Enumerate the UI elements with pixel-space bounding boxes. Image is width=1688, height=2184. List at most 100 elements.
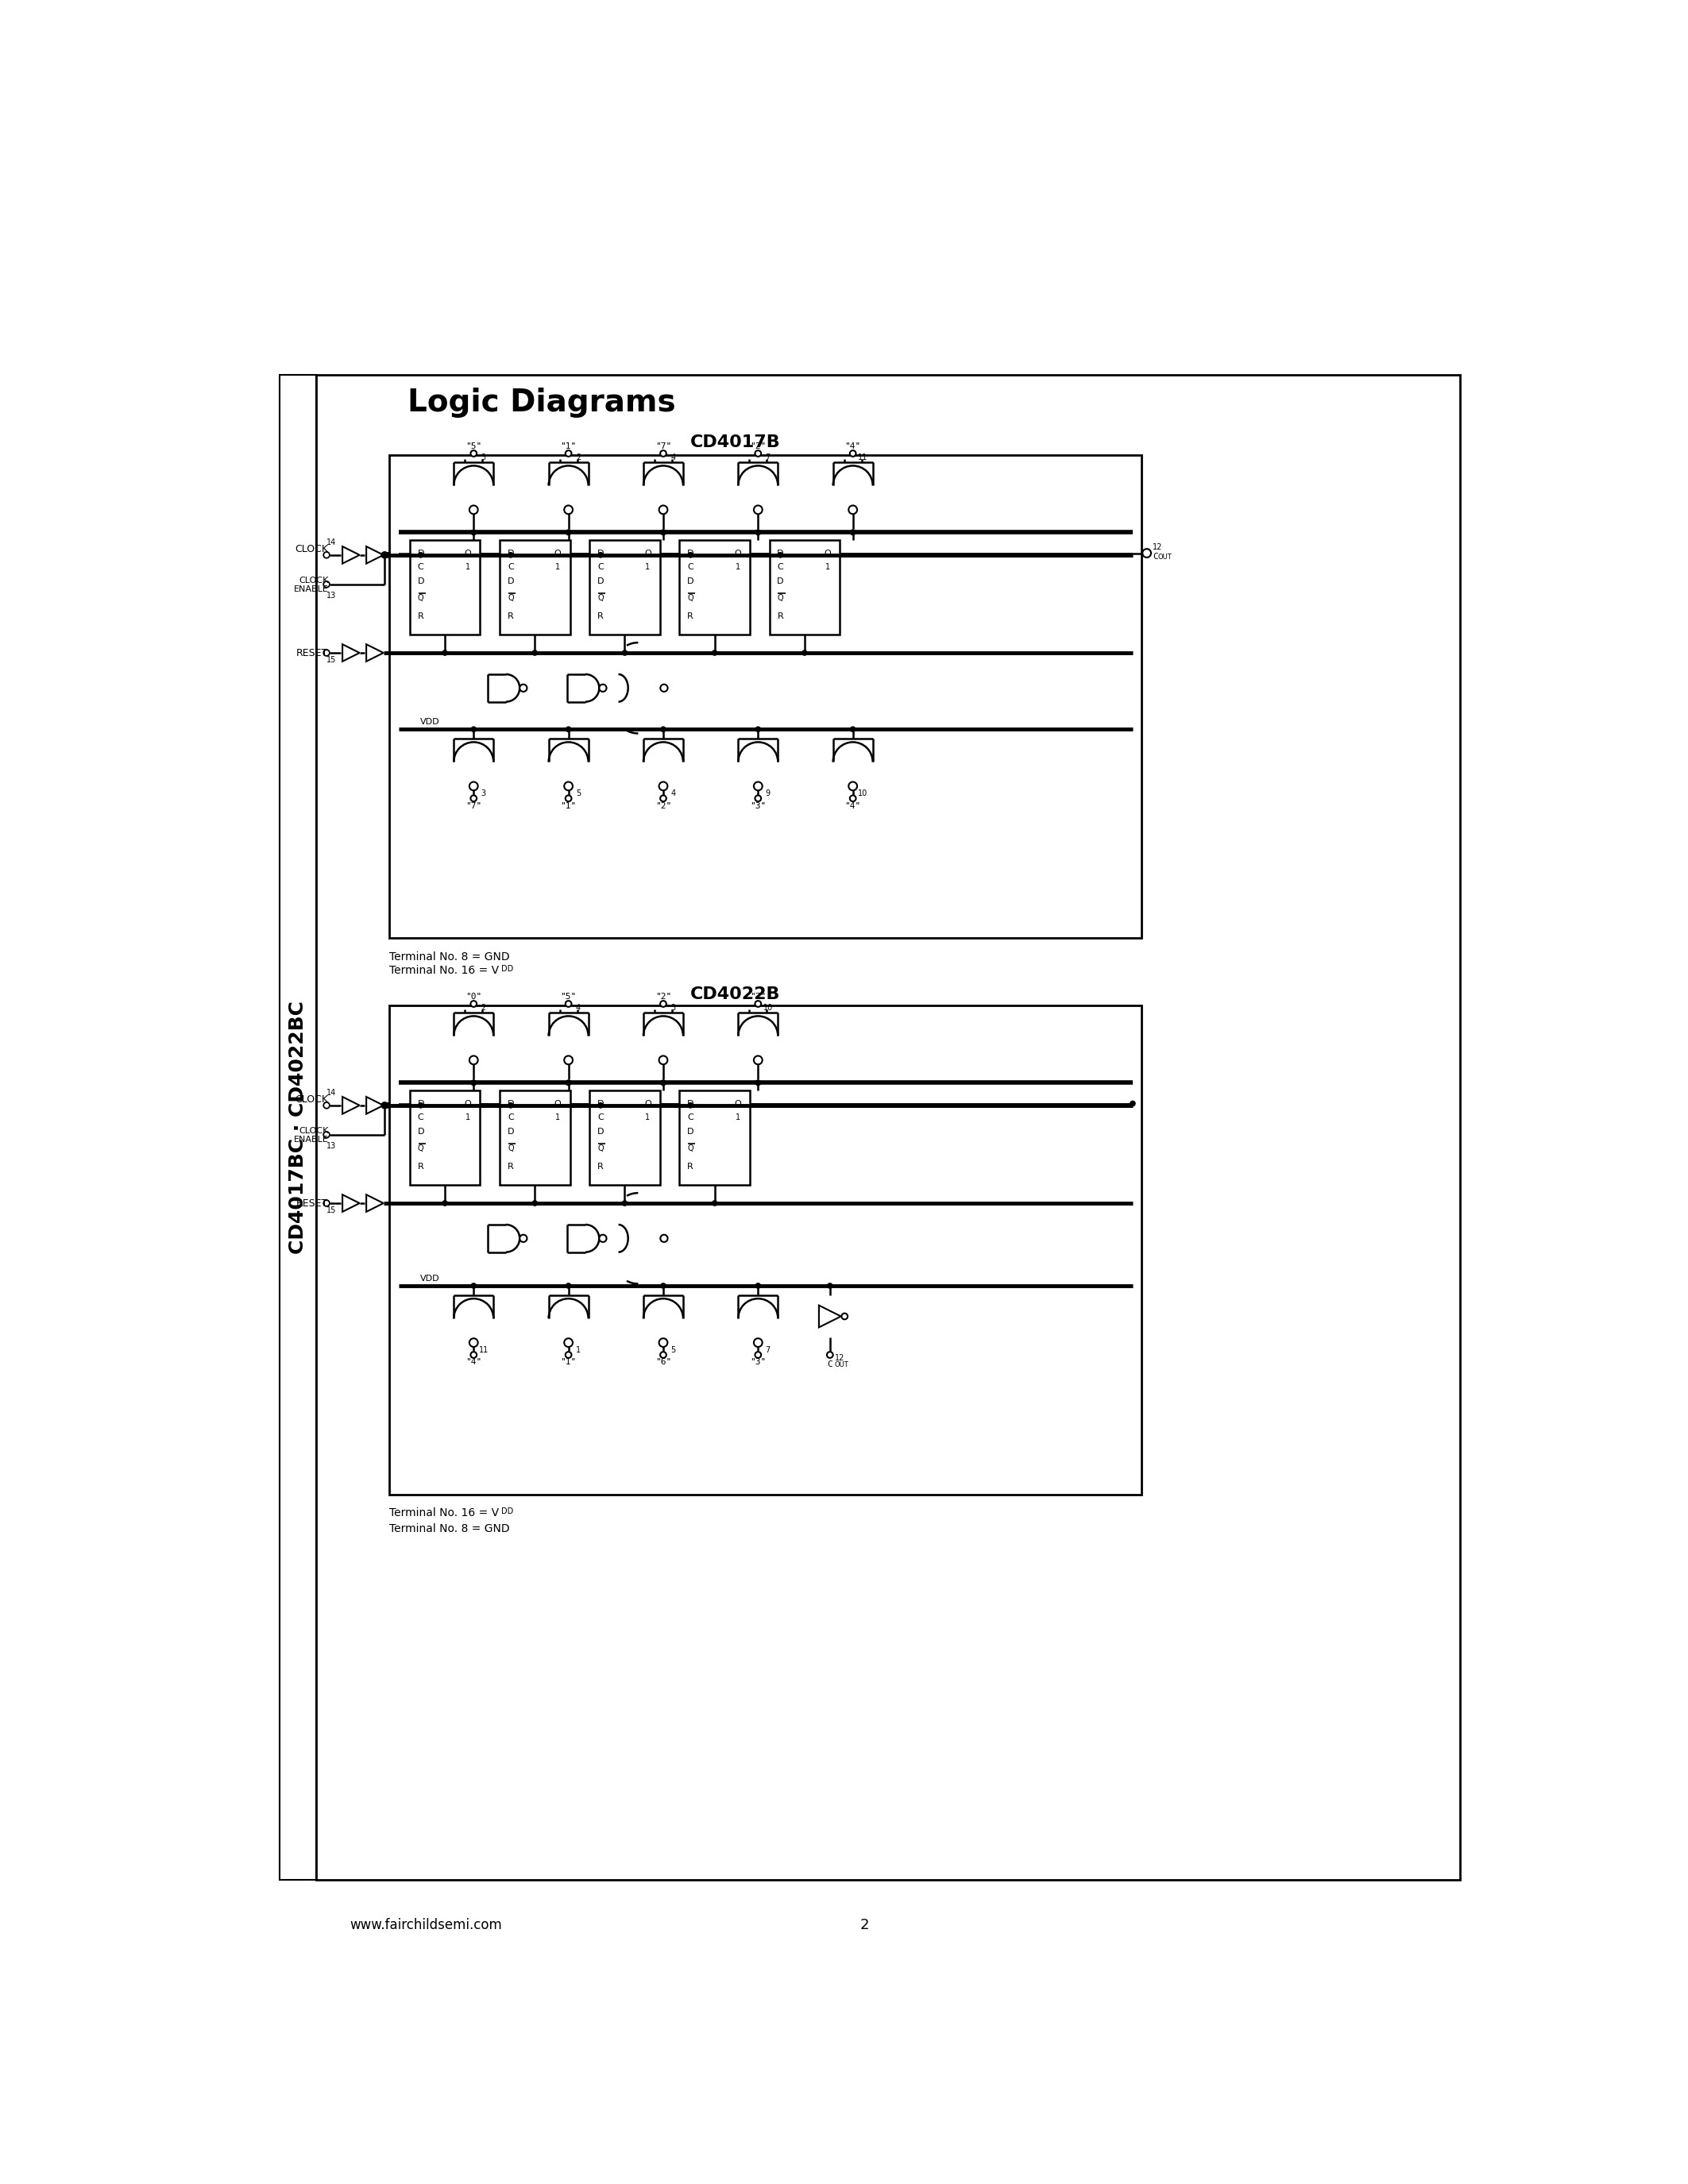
Circle shape	[381, 1103, 388, 1109]
Text: RESET: RESET	[297, 1199, 329, 1208]
Circle shape	[417, 1103, 424, 1109]
Text: DD: DD	[501, 1507, 513, 1516]
Text: "0": "0"	[466, 992, 481, 1000]
Circle shape	[849, 529, 856, 535]
Text: CLOCK: CLOCK	[299, 577, 329, 585]
Text: Q: Q	[687, 1144, 694, 1153]
Text: "4": "4"	[466, 1358, 481, 1367]
Circle shape	[565, 529, 572, 535]
Circle shape	[385, 553, 390, 559]
Text: D: D	[508, 577, 515, 585]
Text: Terminal No. 16 = V: Terminal No. 16 = V	[390, 1507, 500, 1518]
Text: 15: 15	[326, 655, 336, 664]
Text: "5": "5"	[466, 441, 481, 450]
Text: "1": "1"	[560, 441, 577, 450]
Text: D: D	[776, 548, 783, 557]
Bar	[589, 1090, 660, 1186]
Text: R: R	[598, 1162, 604, 1171]
Circle shape	[842, 1313, 847, 1319]
Text: D: D	[687, 577, 694, 585]
Text: 1: 1	[555, 1114, 560, 1123]
Text: C: C	[687, 563, 694, 572]
Circle shape	[660, 1000, 667, 1007]
Text: 3: 3	[481, 791, 486, 797]
Text: D: D	[598, 577, 604, 585]
Circle shape	[564, 1055, 572, 1064]
Circle shape	[442, 651, 447, 655]
Text: Q: Q	[508, 594, 513, 603]
Text: 11: 11	[479, 1345, 488, 1354]
Text: D: D	[508, 548, 515, 557]
Text: "2": "2"	[655, 802, 672, 810]
Text: 13: 13	[326, 592, 336, 598]
Circle shape	[712, 651, 717, 655]
Bar	[410, 539, 479, 636]
Text: Logic Diagrams: Logic Diagrams	[408, 387, 677, 417]
Circle shape	[324, 1103, 329, 1109]
Circle shape	[520, 1234, 527, 1243]
Circle shape	[598, 1103, 604, 1109]
Bar	[316, 376, 1460, 1880]
Circle shape	[532, 651, 538, 655]
Text: "7": "7"	[655, 441, 672, 450]
Circle shape	[849, 505, 858, 513]
Circle shape	[565, 795, 572, 802]
Text: 14: 14	[326, 539, 336, 546]
Text: D: D	[776, 577, 783, 585]
Text: 4: 4	[576, 1005, 581, 1011]
Circle shape	[660, 450, 667, 456]
Circle shape	[381, 1103, 388, 1109]
Text: 4: 4	[670, 791, 675, 797]
Circle shape	[658, 1339, 667, 1348]
Circle shape	[849, 795, 856, 802]
Circle shape	[469, 1055, 478, 1064]
Text: 10: 10	[858, 791, 868, 797]
Text: Q: Q	[645, 1099, 652, 1107]
Circle shape	[471, 1079, 476, 1085]
Text: "4": "4"	[844, 441, 861, 450]
Text: 10: 10	[763, 1005, 773, 1011]
Text: 7: 7	[765, 454, 770, 461]
Circle shape	[471, 1282, 476, 1289]
Text: Terminal No. 8 = GND: Terminal No. 8 = GND	[390, 952, 510, 963]
Circle shape	[660, 684, 668, 692]
Text: Q: Q	[778, 594, 783, 603]
Circle shape	[849, 727, 856, 732]
Polygon shape	[343, 1096, 360, 1114]
Text: 14: 14	[326, 1090, 336, 1096]
Text: 2: 2	[861, 1918, 869, 1933]
Circle shape	[598, 553, 604, 559]
Bar	[500, 1090, 571, 1186]
Text: "3": "3"	[749, 802, 766, 810]
Text: 1: 1	[825, 563, 830, 572]
Circle shape	[827, 1282, 832, 1289]
Circle shape	[565, 727, 572, 732]
Circle shape	[755, 505, 763, 513]
Text: CD4017B: CD4017B	[690, 435, 780, 450]
Text: D: D	[598, 1099, 604, 1107]
Text: 9: 9	[765, 791, 770, 797]
Circle shape	[660, 1079, 667, 1085]
Circle shape	[660, 1282, 667, 1289]
Circle shape	[471, 529, 476, 535]
Circle shape	[660, 529, 667, 535]
Circle shape	[508, 1103, 513, 1109]
Text: 1: 1	[555, 563, 560, 572]
Circle shape	[1143, 548, 1151, 557]
Circle shape	[755, 1079, 761, 1085]
Text: "3": "3"	[749, 1358, 766, 1367]
Circle shape	[778, 553, 783, 559]
Circle shape	[381, 553, 388, 559]
Circle shape	[564, 1339, 572, 1348]
Text: C: C	[508, 563, 513, 572]
Circle shape	[471, 727, 476, 732]
Text: Q: Q	[645, 548, 652, 557]
Text: 1: 1	[736, 1114, 739, 1123]
Circle shape	[658, 505, 667, 513]
Text: "1": "1"	[560, 1358, 577, 1367]
Bar	[770, 539, 839, 636]
Circle shape	[381, 553, 388, 559]
Circle shape	[687, 1103, 694, 1109]
Text: C: C	[598, 1114, 604, 1123]
Text: CD4017BC · CD4022BC: CD4017BC · CD4022BC	[289, 1000, 307, 1254]
